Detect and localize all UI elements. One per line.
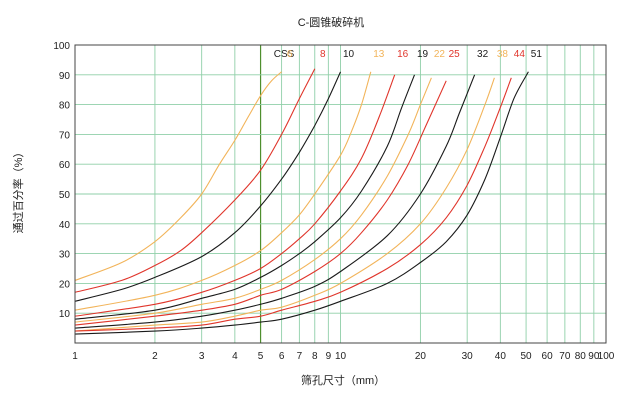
x-tick-label: 30 — [462, 351, 474, 362]
legend-label-13: 13 — [373, 49, 385, 60]
x-tick-label: 20 — [415, 351, 427, 362]
y-axis-label: 通过百分率（%） — [11, 147, 25, 234]
series-line-13 — [74, 71, 372, 311]
y-tick-label: 90 — [59, 71, 71, 82]
y-tick-label: 20 — [59, 279, 71, 290]
x-tick-label: 80 — [575, 351, 587, 362]
x-tick-label: 100 — [598, 351, 615, 362]
legend-label-16: 16 — [397, 49, 409, 60]
x-tick-label: 40 — [495, 351, 507, 362]
series-line-51 — [74, 71, 529, 335]
legend-label-38: 38 — [497, 49, 509, 60]
series-line-6 — [74, 71, 282, 281]
y-tick-label: 50 — [59, 190, 71, 201]
legend-label-44: 44 — [514, 49, 526, 60]
x-tick-label: 10 — [335, 351, 347, 362]
y-tick-label: 10 — [59, 309, 71, 320]
x-tick-label: 9 — [326, 351, 332, 362]
chart-title: C-圆锥破碎机 — [298, 15, 365, 29]
x-tick-label: 60 — [542, 351, 554, 362]
series-line-25 — [74, 80, 447, 326]
series-line-10 — [74, 71, 342, 302]
legend-label-51: 51 — [531, 49, 543, 60]
plot-border — [74, 44, 607, 344]
x-tick-label: 70 — [559, 351, 571, 362]
y-tick-label: 30 — [59, 250, 71, 261]
legend-label-19: 19 — [417, 49, 429, 60]
x-tick-label: 6 — [279, 351, 285, 362]
x-tick-label: 7 — [297, 351, 303, 362]
legend-label-32: 32 — [477, 49, 489, 60]
y-tick-label: 40 — [59, 220, 71, 231]
y-tick-label: 70 — [59, 130, 71, 141]
x-tick-label: 50 — [521, 351, 533, 362]
series-layer — [74, 68, 529, 335]
axes: 1 2 3 4 5 6 7 8 9 10 20 30 40 50 60 70 80 901001020304050… — [53, 41, 614, 362]
legend-label-22: 22 — [434, 49, 446, 60]
y-tick-label: 80 — [59, 101, 71, 112]
x-tick-label: 2 — [152, 351, 158, 362]
series-line-44 — [74, 77, 512, 332]
legend-label-8: 8 — [320, 49, 326, 60]
series-line-22 — [74, 77, 432, 323]
legend-label-25: 25 — [449, 49, 461, 60]
legend-label-10: 10 — [343, 49, 355, 60]
series-line-19 — [74, 74, 416, 320]
legend-title: CSS — [274, 49, 295, 60]
y-tick-label: 60 — [59, 160, 71, 171]
x-tick-label: 1 — [72, 351, 78, 362]
x-tick-label: 8 — [312, 351, 318, 362]
x-tick-label: 3 — [199, 351, 205, 362]
legend-label-6: 6 — [287, 49, 293, 60]
y-tick-label: 100 — [53, 41, 70, 52]
series-line-38 — [74, 77, 495, 332]
x-tick-label: 90 — [588, 351, 600, 362]
series-line-8 — [74, 68, 316, 293]
series-line-32 — [74, 74, 476, 329]
series-line-16 — [74, 74, 396, 317]
x-axis-label: 筛孔尺寸（mm） — [301, 373, 385, 387]
x-tick-label: 5 — [258, 351, 264, 362]
x-tick-label: 4 — [232, 351, 238, 362]
grid — [74, 44, 607, 343]
